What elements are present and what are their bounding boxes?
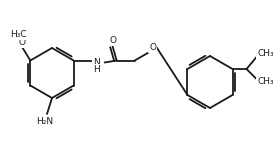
Text: H₂N: H₂N	[36, 116, 53, 126]
Text: O: O	[149, 43, 156, 52]
Text: CH₃: CH₃	[257, 49, 274, 58]
Text: O: O	[109, 36, 116, 45]
Text: CH₃: CH₃	[257, 78, 274, 86]
Text: O: O	[19, 38, 26, 47]
Text: H: H	[93, 65, 100, 74]
Text: H₃C: H₃C	[10, 30, 27, 39]
Text: N: N	[93, 58, 100, 67]
